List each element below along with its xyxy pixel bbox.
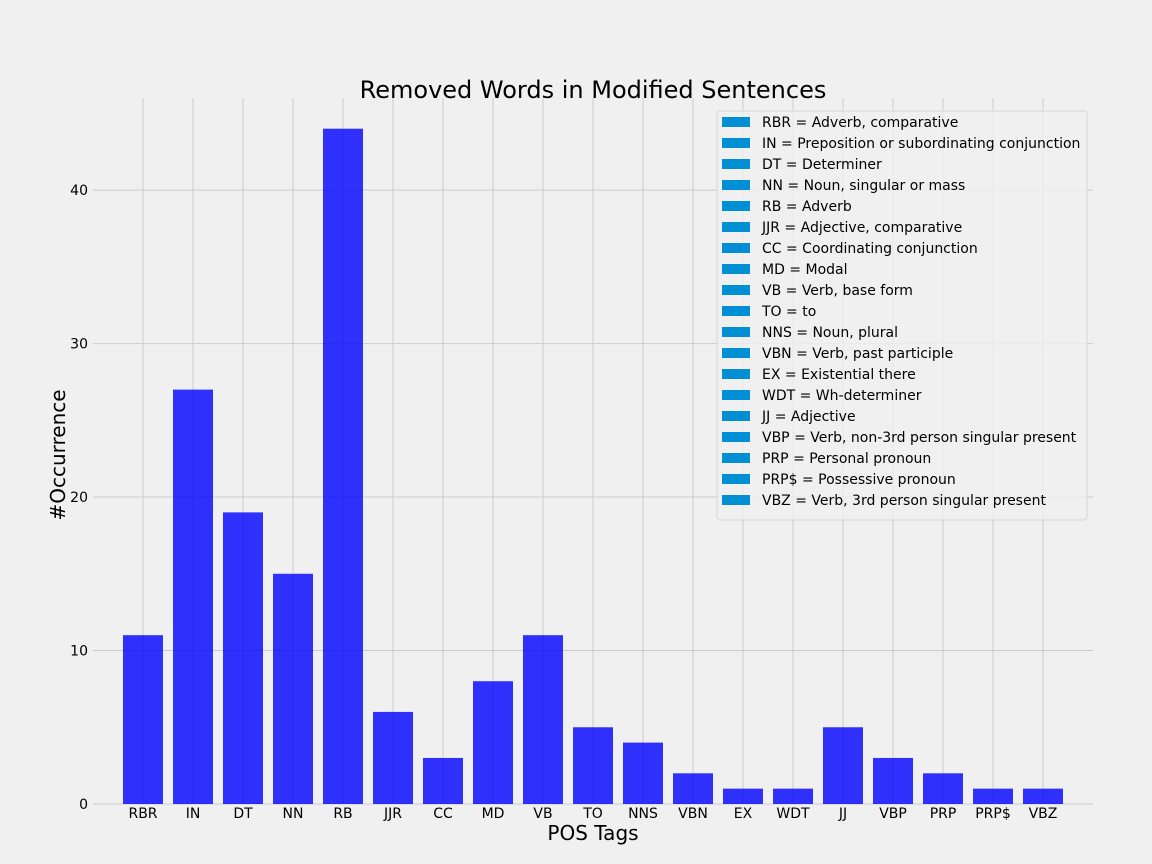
- x-tick-label: MD: [482, 806, 505, 822]
- bar-wdt: [773, 788, 813, 804]
- legend-swatch: [722, 264, 750, 274]
- x-tick-label: IN: [186, 806, 201, 822]
- chart-title: Removed Words in Modified Sentences: [360, 76, 827, 104]
- legend-entry: VB = Verb, base form: [762, 283, 913, 299]
- bar-nns: [623, 742, 663, 804]
- legend-entry: TO = to: [761, 304, 816, 320]
- legend-swatch: [722, 180, 750, 190]
- legend-entry: JJR = Adjective, comparative: [761, 220, 962, 236]
- bar-rbr: [123, 635, 163, 804]
- x-axis-label: POS Tags: [547, 821, 638, 845]
- legend-swatch: [722, 369, 750, 379]
- legend-entry: WDT = Wh-determiner: [762, 388, 922, 404]
- legend-entry: RB = Adverb: [762, 199, 852, 215]
- legend-entry: NN = Noun, singular or mass: [762, 178, 965, 194]
- bar-prpdollar: [973, 788, 1013, 804]
- x-tick-label: WDT: [776, 806, 810, 822]
- x-tick-label: RB: [333, 806, 352, 822]
- bar-vbp: [873, 757, 913, 804]
- bar-jj: [823, 727, 863, 804]
- x-tick-label: CC: [433, 806, 453, 822]
- legend-swatch: [722, 327, 750, 337]
- legend-entry: RBR = Adverb, comparative: [762, 115, 958, 131]
- legend-swatch: [722, 138, 750, 148]
- legend-swatch: [722, 453, 750, 463]
- legend-entry: DT = Determiner: [762, 157, 882, 173]
- legend-swatch: [722, 411, 750, 421]
- y-tick-label: 40: [70, 183, 88, 199]
- bar-in: [173, 389, 213, 804]
- legend-frame: [716, 110, 1088, 521]
- x-tick-label: NN: [283, 806, 304, 822]
- x-tick-label: EX: [734, 806, 753, 822]
- bar-dt: [223, 512, 263, 804]
- bar-cc: [423, 757, 463, 804]
- legend-swatch: [722, 390, 750, 400]
- legend-swatch: [722, 243, 750, 253]
- bar-jjr: [373, 711, 413, 804]
- legend-swatch: [722, 348, 750, 358]
- bar-nn: [273, 573, 313, 804]
- x-tick-label: PRP: [930, 806, 957, 822]
- x-tick-label: JJR: [383, 806, 402, 822]
- legend-swatch: [722, 285, 750, 295]
- legend-entry: CC = Coordinating conjunction: [762, 241, 978, 257]
- x-tick-label: JJ: [838, 806, 847, 822]
- x-tick-label: DT: [233, 806, 253, 822]
- legend-swatch: [722, 306, 750, 316]
- x-tick-label: PRP$: [975, 806, 1011, 822]
- legend-entry: VBP = Verb, non-3rd person singular pres…: [762, 430, 1077, 446]
- bar-to: [573, 727, 613, 804]
- x-tick-label: NNS: [628, 806, 658, 822]
- legend-entry: MD = Modal: [762, 262, 848, 278]
- legend-entry: VBZ = Verb, 3rd person singular present: [762, 493, 1046, 509]
- y-tick-label: 20: [70, 490, 88, 506]
- legend-entry: IN = Preposition or subordinating conjun…: [762, 136, 1080, 152]
- legend-entry: PRP = Personal pronoun: [762, 451, 931, 467]
- x-tick-label: RBR: [128, 806, 157, 822]
- legend-swatch: [722, 432, 750, 442]
- legend-entry: EX = Existential there: [762, 367, 916, 383]
- bar-vbz: [1023, 788, 1063, 804]
- bar-prp: [923, 773, 963, 804]
- x-tick-label: VBP: [879, 806, 907, 822]
- y-axis-ticks: 0 10 20 30 40: [70, 183, 88, 813]
- legend-entry: JJ = Adjective: [761, 409, 856, 425]
- legend-swatch: [722, 201, 750, 211]
- bar-rb: [323, 128, 363, 804]
- bar-vb: [523, 635, 563, 804]
- y-axis-label: #Occurrence: [46, 389, 70, 520]
- legend-entry: PRP$ = Possessive pronoun: [762, 472, 956, 488]
- legend-swatch: [722, 474, 750, 484]
- legend-swatch: [722, 222, 750, 232]
- bars: [123, 128, 1063, 804]
- x-tick-label: TO: [582, 806, 603, 822]
- legend-swatch: [722, 159, 750, 169]
- x-tick-label: VBZ: [1029, 806, 1058, 822]
- bar-vbn: [673, 773, 713, 804]
- y-tick-label: 10: [70, 644, 88, 660]
- y-tick-label: 0: [79, 797, 88, 813]
- y-tick-label: 30: [70, 337, 88, 353]
- legend-swatch: [722, 495, 750, 505]
- bar-ex: [723, 788, 763, 804]
- legend: RBR = Adverb, comparative IN = Prepositio…: [716, 110, 1088, 521]
- legend-entry: NNS = Noun, plural: [762, 325, 898, 341]
- legend-entry: VBN = Verb, past participle: [762, 346, 953, 362]
- legend-swatch: [722, 117, 750, 127]
- x-tick-label: VBN: [678, 806, 708, 822]
- x-axis-ticks: RBR IN DT NN RB JJR CC MD VB TO NNS VBN EX WDT JJ VBP PR…: [128, 806, 1057, 822]
- bar-md: [473, 681, 513, 804]
- x-tick-label: VB: [533, 806, 552, 822]
